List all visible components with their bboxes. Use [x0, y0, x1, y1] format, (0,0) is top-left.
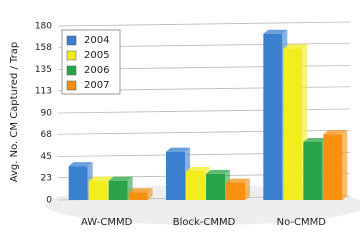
bar-top: [303, 138, 328, 142]
bar: [303, 142, 323, 200]
bar-side: [147, 188, 153, 200]
bar-side: [245, 178, 250, 200]
bar: [186, 171, 205, 200]
y-tick-label: 158: [35, 43, 52, 53]
bar: [68, 166, 88, 200]
y-axis-label: Avg. No. CM Captured / Trap: [9, 42, 20, 183]
bar: [108, 180, 128, 200]
legend-label: 2005: [84, 50, 109, 61]
y-tick-label: 23: [41, 173, 52, 183]
y-tick-label: 68: [41, 130, 53, 140]
bar: [166, 151, 185, 200]
bar: [206, 173, 225, 200]
y-tick-label: 180: [35, 22, 52, 32]
bar: [323, 134, 343, 200]
bar-top: [206, 169, 230, 174]
legend-label: 2007: [84, 80, 109, 91]
y-tick-label: 113: [35, 86, 52, 96]
bar: [283, 48, 303, 200]
bar: [263, 33, 283, 200]
y-tick-label: 45: [41, 152, 52, 162]
bar: [226, 182, 245, 200]
bar-side: [342, 130, 348, 200]
x-tick-label: No-CMMD: [277, 217, 327, 228]
legend-swatch: [66, 50, 77, 61]
bar-top: [263, 29, 288, 34]
bar: [128, 192, 148, 200]
bar-top: [323, 130, 348, 135]
legend-swatch: [66, 35, 77, 46]
y-tick-label: 90: [41, 109, 53, 119]
bar-top: [186, 167, 210, 171]
grid-line: [57, 21, 351, 27]
y-tick-label: 0: [46, 196, 52, 206]
legend-label: 2004: [84, 35, 109, 46]
bar-top: [128, 188, 153, 193]
bar-top: [166, 147, 190, 152]
y-tick-label: 135: [35, 65, 52, 75]
bar-top: [88, 176, 113, 181]
bar-top: [226, 178, 250, 183]
x-tick-label: AW-CMMD: [81, 217, 133, 228]
bar-top: [68, 162, 93, 167]
legend-swatch: [66, 65, 77, 76]
legend-swatch: [66, 80, 77, 91]
x-tick-label: Block-CMMD: [173, 217, 236, 228]
bar: [88, 180, 108, 200]
bar-top: [108, 176, 133, 181]
legend-label: 2006: [84, 65, 109, 76]
bar-top: [283, 44, 308, 49]
